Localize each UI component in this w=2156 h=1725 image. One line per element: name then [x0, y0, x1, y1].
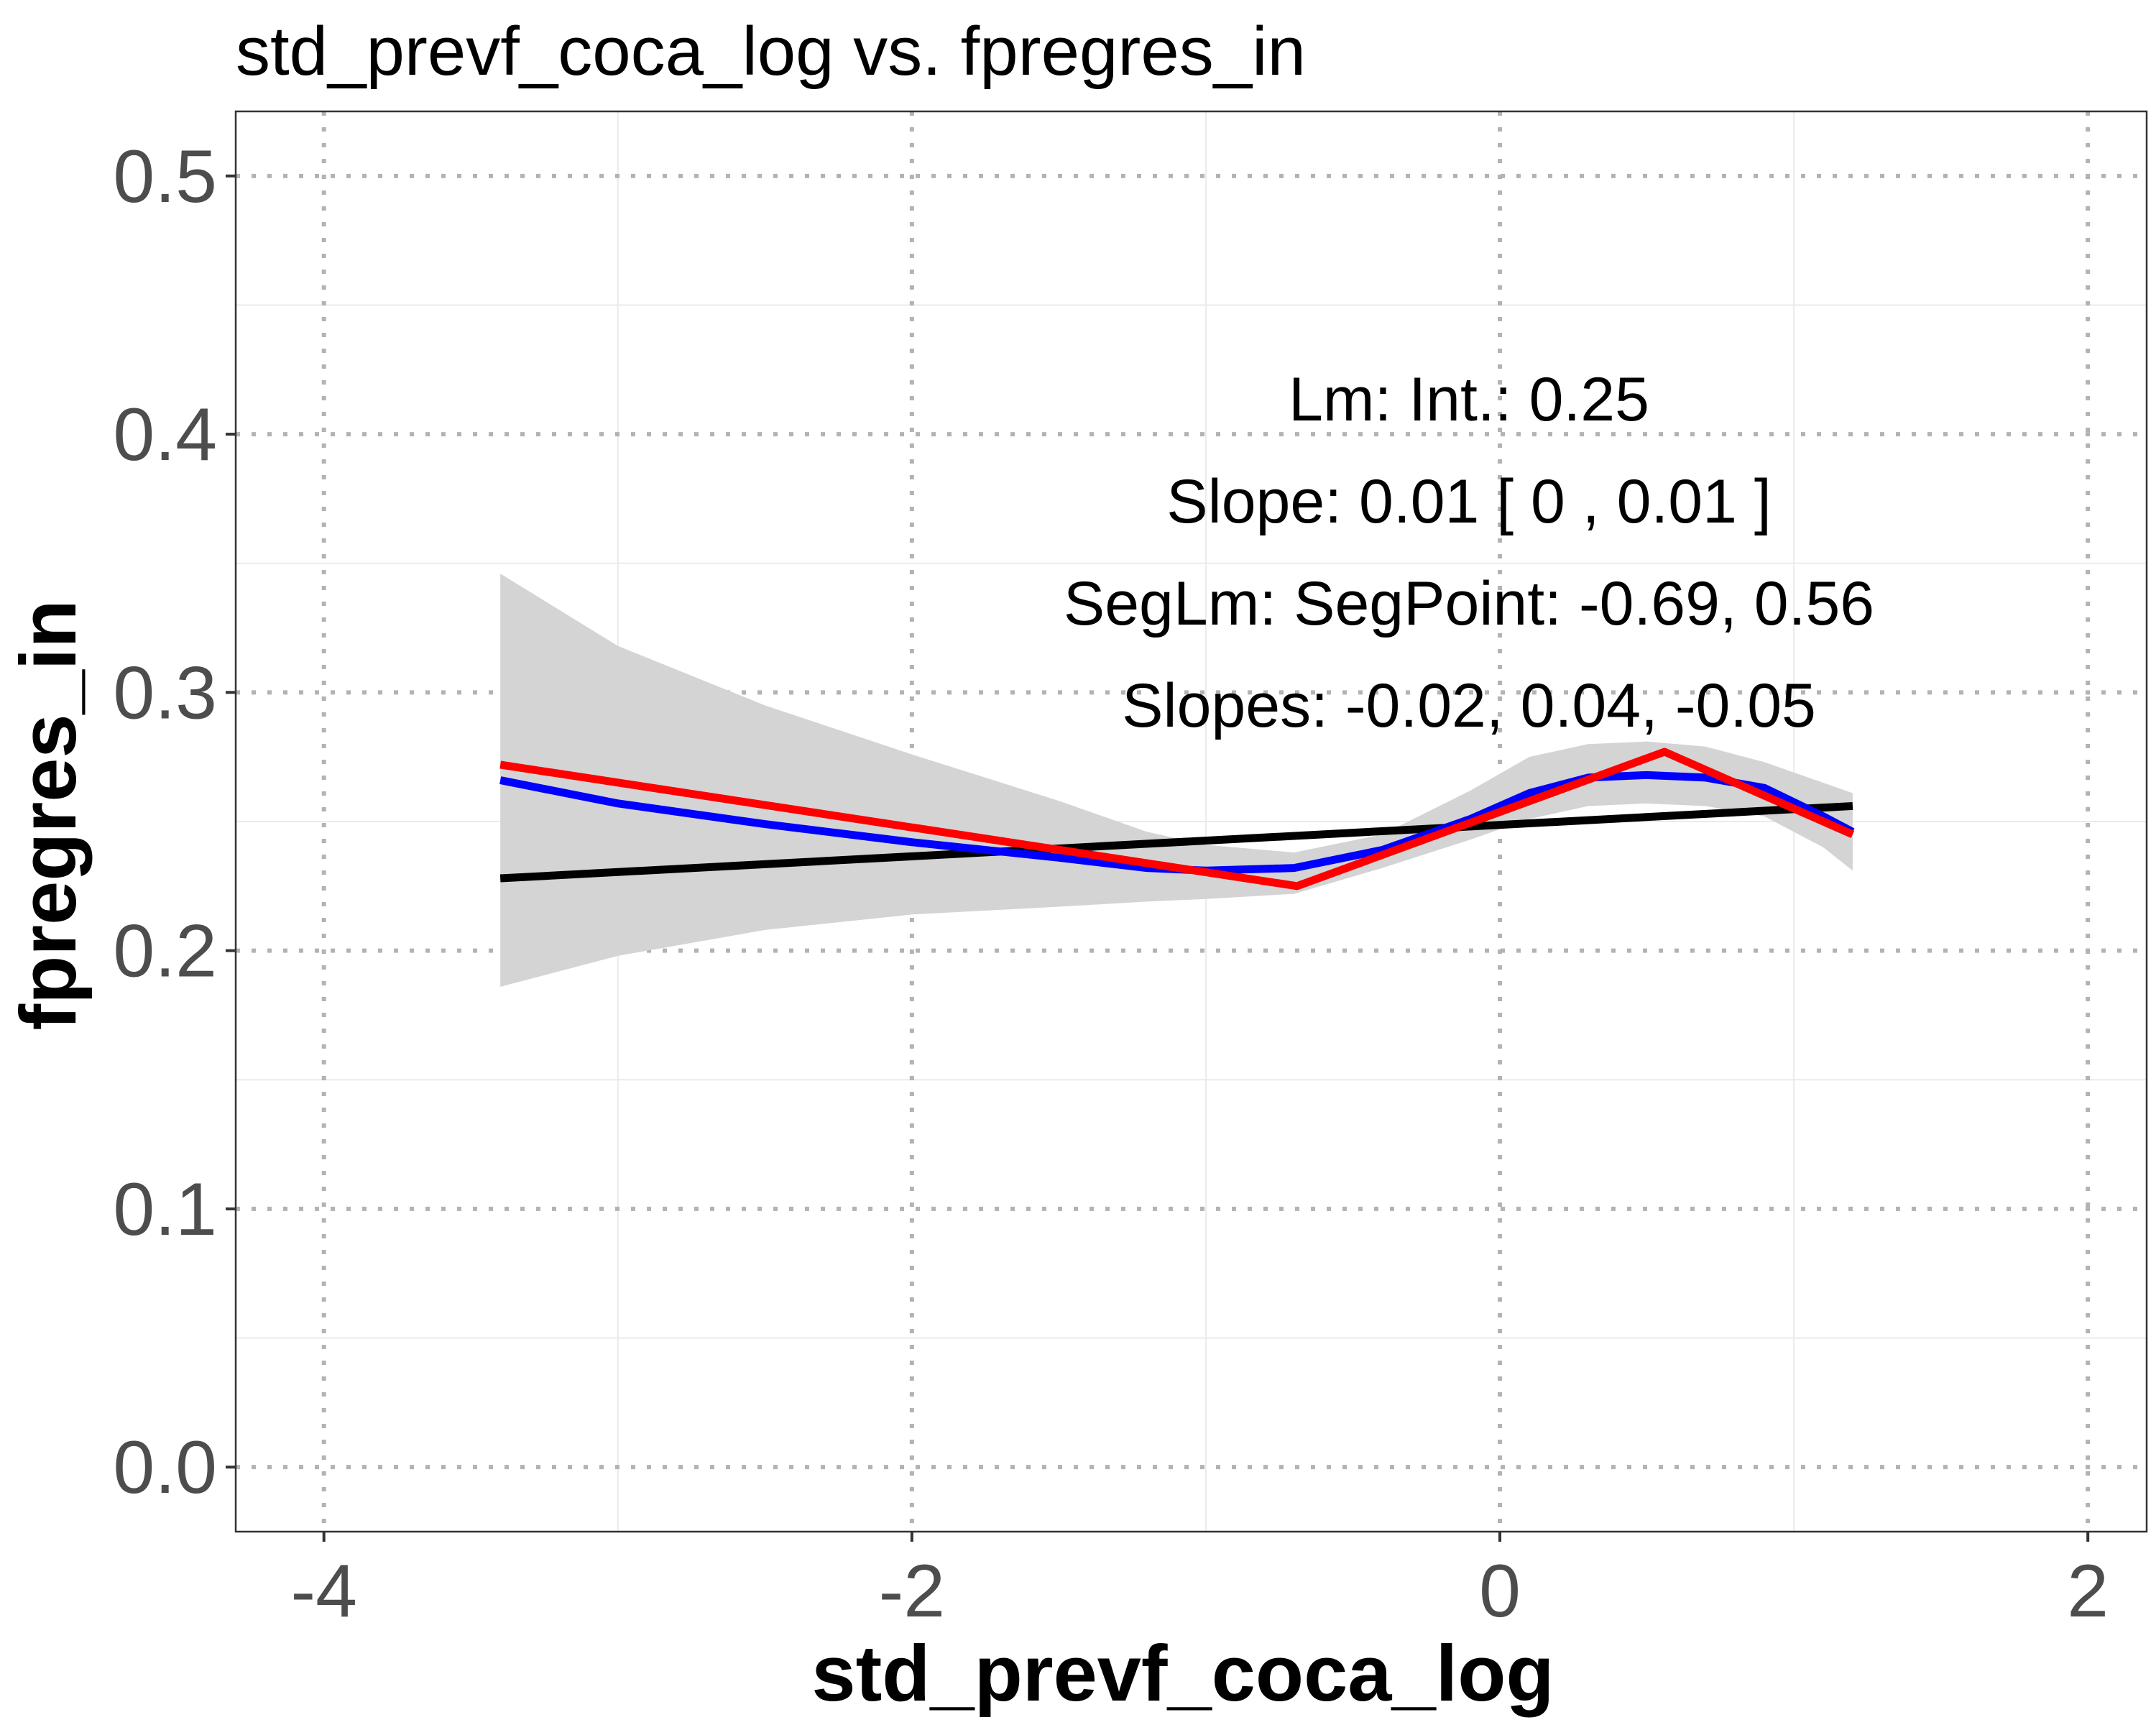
y-tick-label: 0.2	[113, 910, 217, 993]
y-axis: 0.0 0.1 0.2 0.3 0.4 0.5	[113, 135, 236, 1509]
chart-title: std_prevf_coca_log vs. fpregres_in	[236, 13, 1306, 90]
y-tick-label: 0.5	[113, 135, 217, 218]
y-tick-label: 0.4	[113, 393, 217, 477]
confidence-band	[500, 574, 1853, 987]
x-axis: -4 -2 0 2	[290, 1532, 2109, 1633]
x-tick-label: -4	[290, 1550, 356, 1633]
annotation-block: Lm: Int.: 0.25 Slope: 0.01 [ 0 , 0.01 ] Se…	[1064, 365, 1874, 740]
y-tick-label: 0.0	[113, 1426, 217, 1509]
y-axis-title: fpregres_in	[4, 599, 93, 1030]
segmented-fit-line	[499, 748, 1855, 891]
linear-fit-line	[499, 801, 1853, 883]
confidence-band-layer	[500, 574, 1853, 987]
x-tick-label: -2	[879, 1550, 945, 1633]
panel-border	[234, 110, 2148, 1533]
y-tick-label: 0.1	[113, 1168, 217, 1251]
annotation-line: Lm: Int.: 0.25	[1289, 365, 1649, 434]
x-tick-label: 0	[1479, 1550, 1521, 1633]
annotation-line: Slopes: -0.02, 0.04, -0.05	[1122, 671, 1816, 740]
x-tick-label: 2	[2067, 1550, 2109, 1633]
annotation-line: SegLm: SegPoint: -0.69, 0.56	[1064, 569, 1874, 638]
annotation-line: Slope: 0.01 [ 0 , 0.01 ]	[1166, 467, 1771, 536]
fit-lines-layer	[499, 748, 1855, 891]
y-tick-label: 0.3	[113, 651, 217, 735]
x-axis-title: std_prevf_coca_log	[811, 1629, 1554, 1718]
